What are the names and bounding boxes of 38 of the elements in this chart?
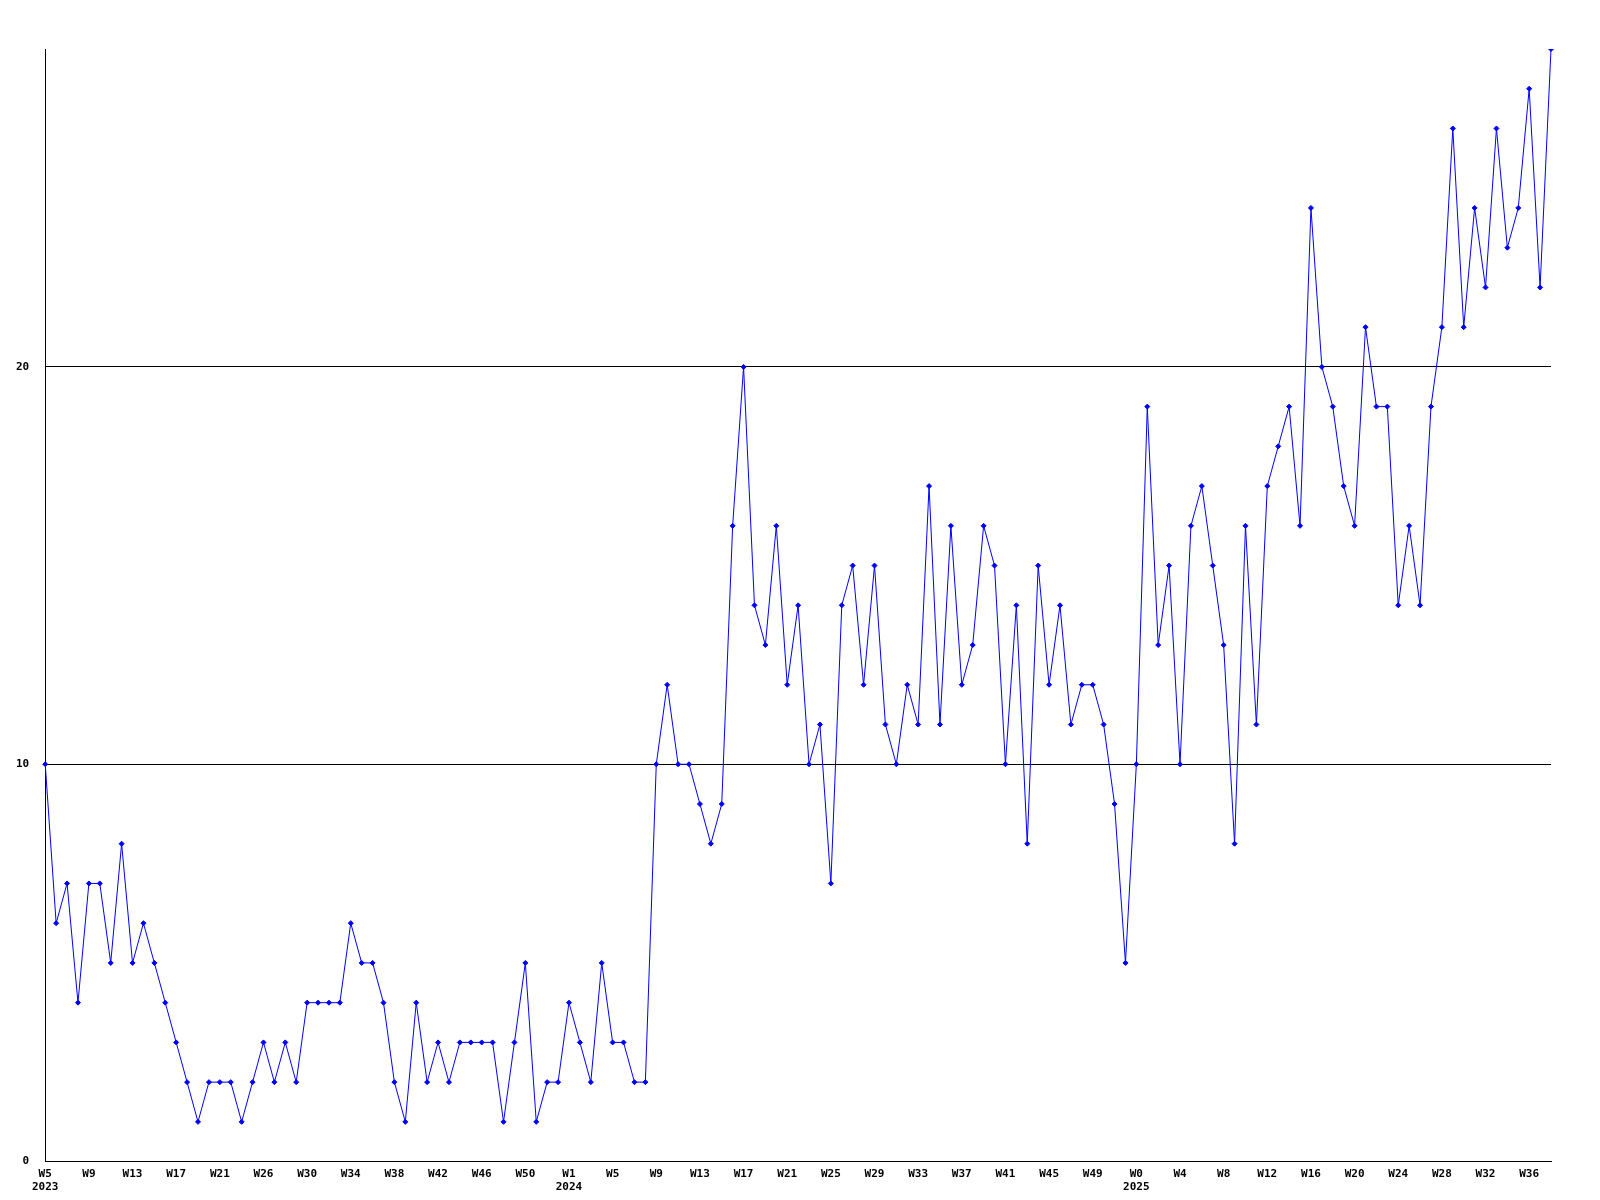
x-tick-label: W5 2023 bbox=[32, 1167, 59, 1194]
y-tick-label: 20 bbox=[16, 359, 30, 373]
x-tick-label: W24 bbox=[1388, 1167, 1409, 1181]
x-tick-label: W33 bbox=[908, 1167, 929, 1181]
x-tick-label: W4 bbox=[1173, 1167, 1188, 1181]
x-tick-label: W46 bbox=[471, 1167, 492, 1181]
x-tick-label: W0 2025 bbox=[1123, 1167, 1150, 1194]
x-tick-label: W1 2024 bbox=[555, 1167, 583, 1194]
x-tick-label: W16 bbox=[1301, 1167, 1322, 1181]
x-tick-label: W42 bbox=[428, 1167, 448, 1181]
x-tick-label: W9 bbox=[649, 1167, 663, 1181]
x-tick-label: W12 bbox=[1257, 1167, 1278, 1181]
x-tick-label: W20 bbox=[1344, 1167, 1365, 1181]
x-tick-label: W45 bbox=[1039, 1167, 1060, 1181]
x-tick-label: W26 bbox=[253, 1167, 274, 1181]
x-tick-label: W36 bbox=[1519, 1167, 1540, 1181]
x-tick-label: W49 bbox=[1082, 1167, 1103, 1181]
x-tick-label: W38 bbox=[384, 1167, 405, 1181]
x-tick-label: W21 bbox=[777, 1167, 798, 1181]
y-tick-label: 10 bbox=[16, 757, 30, 771]
x-tick-label: W34 bbox=[340, 1167, 362, 1181]
x-tick-label: W25 bbox=[820, 1167, 841, 1181]
x-tick-label: W41 bbox=[995, 1167, 1016, 1181]
x-tick-label: W17 bbox=[733, 1167, 754, 1181]
x-tick-label: W13 bbox=[122, 1167, 143, 1181]
x-tick-label: W21 bbox=[209, 1167, 231, 1181]
x-tick-label: W9 bbox=[82, 1167, 96, 1181]
x-tick-label: W5 bbox=[606, 1167, 620, 1181]
x-tick-label: W37 bbox=[951, 1167, 972, 1181]
x-tick-label: W8 bbox=[1217, 1167, 1231, 1181]
x-tick-label: W29 bbox=[864, 1167, 885, 1181]
x-tick-label: W30 bbox=[297, 1167, 318, 1181]
x-tick-label: W28 bbox=[1431, 1167, 1452, 1181]
x-tick-label: W13 bbox=[689, 1167, 710, 1181]
x-tick-label: W17 bbox=[166, 1167, 187, 1181]
y-tick-label: 0 bbox=[22, 1154, 30, 1168]
x-tick-label: W32 bbox=[1475, 1167, 1496, 1181]
x-tick-label: W50 bbox=[515, 1167, 536, 1181]
